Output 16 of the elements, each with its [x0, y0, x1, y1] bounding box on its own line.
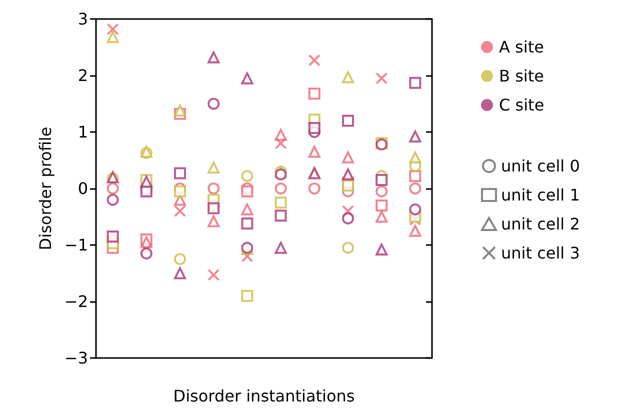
y-axis-title: Disorder profile: [36, 126, 56, 250]
legend-label: unit cell 2: [501, 214, 580, 234]
x-axis-title: Disorder instantiations: [173, 386, 355, 406]
y-tick-label: 1: [78, 122, 88, 142]
legend-label: unit cell 3: [501, 244, 580, 262]
legend-label: B site: [499, 66, 544, 86]
y-tick-label: −3: [64, 348, 88, 368]
legend-label: unit cell 0: [501, 156, 580, 176]
legend-label: unit cell 1: [501, 186, 580, 204]
y-tick-label: −2: [64, 292, 88, 311]
y-tick-label: 0: [78, 179, 88, 198]
legend-label: C site: [499, 96, 544, 114]
y-tick-label: −1: [64, 236, 88, 254]
legend-label: A site: [499, 38, 544, 56]
y-tick-label: 3: [78, 10, 88, 28]
y-tick-label: 2: [78, 66, 88, 85]
